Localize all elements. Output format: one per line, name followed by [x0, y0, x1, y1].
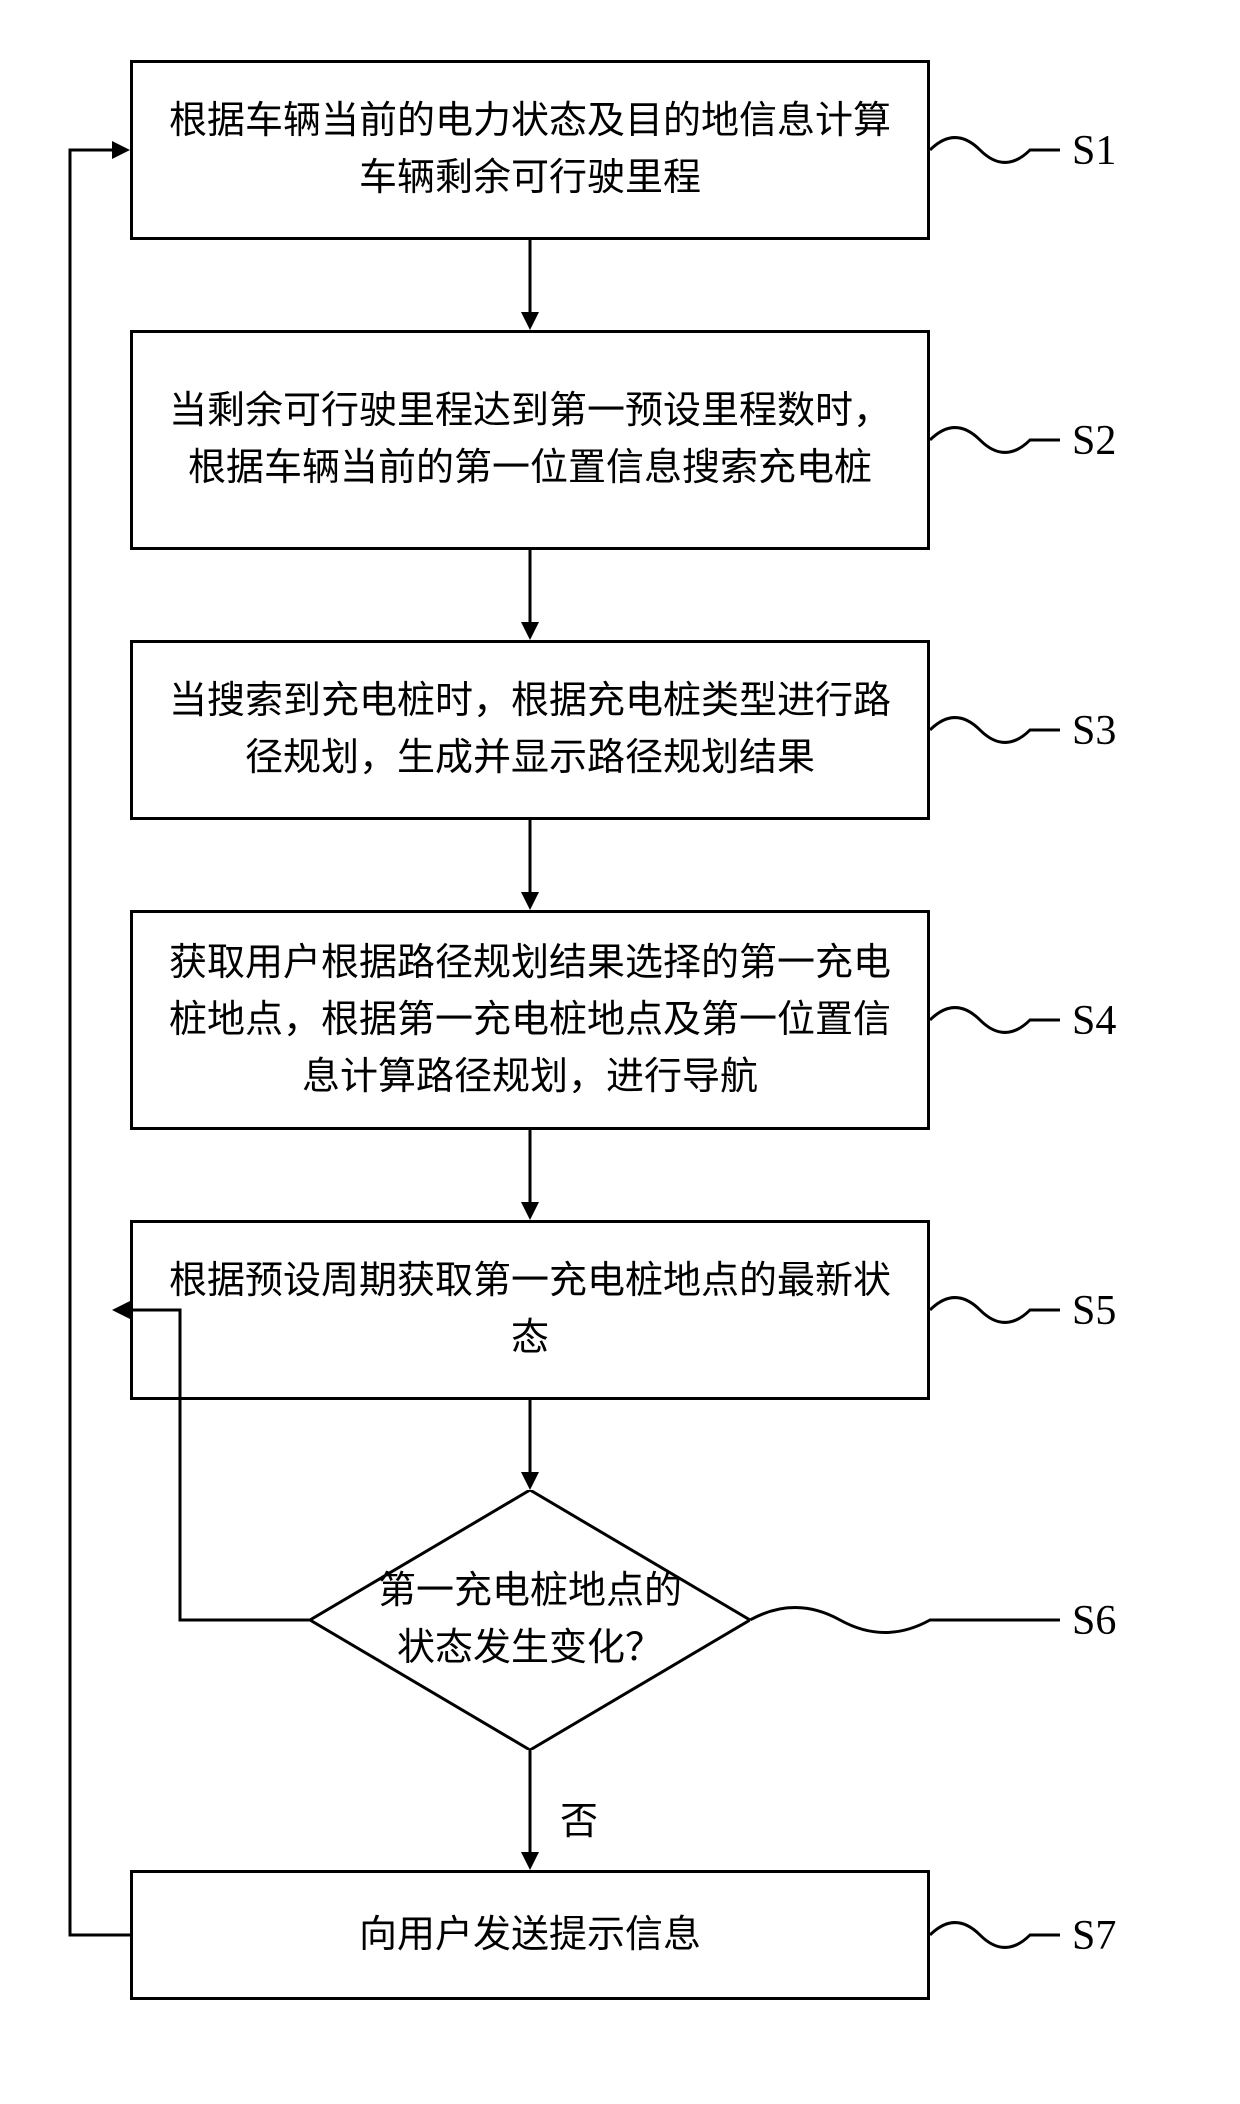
node-s3-text: 当搜索到充电桩时，根据充电桩类型进行路径规划，生成并显示路径规划结果 — [163, 673, 897, 787]
label-s6: S6 — [1072, 1600, 1116, 1642]
node-s4: 获取用户根据路径规划结果选择的第一充电桩地点，根据第一充电桩地点及第一位置信息计… — [130, 910, 930, 1130]
node-s1: 根据车辆当前的电力状态及目的地信息计算车辆剩余可行驶里程 — [130, 60, 930, 240]
squiggle-s3 — [930, 700, 1060, 760]
squiggle-s7 — [930, 1905, 1060, 1965]
label-s3: S3 — [1072, 710, 1116, 752]
arrow-s5-s6 — [515, 1400, 545, 1490]
label-s2: S2 — [1072, 420, 1116, 462]
arrow-s2-s3 — [515, 550, 545, 640]
node-s6-text: 第一充电桩地点的状态发生变化？ — [370, 1563, 690, 1677]
arrow-s7-s1 — [52, 132, 142, 1952]
label-s4: S4 — [1072, 1000, 1116, 1042]
squiggle-s2 — [930, 410, 1060, 470]
node-s7: 向用户发送提示信息 — [130, 1870, 930, 2000]
arrow-s1-s2 — [515, 240, 545, 330]
label-s5: S5 — [1072, 1290, 1116, 1332]
arrow-s3-s4 — [515, 820, 545, 910]
node-s6: 第一充电桩地点的状态发生变化？ — [310, 1490, 750, 1750]
squiggle-s5 — [930, 1280, 1060, 1340]
node-s1-text: 根据车辆当前的电力状态及目的地信息计算车辆剩余可行驶里程 — [163, 93, 897, 207]
node-s4-text: 获取用户根据路径规划结果选择的第一充电桩地点，根据第一充电桩地点及第一位置信息计… — [163, 935, 897, 1106]
node-s3: 当搜索到充电桩时，根据充电桩类型进行路径规划，生成并显示路径规划结果 — [130, 640, 930, 820]
arrow-s4-s5 — [515, 1130, 545, 1220]
arrow-s6-s5-no — [112, 1292, 322, 1638]
node-s2: 当剩余可行驶里程达到第一预设里程数时，根据车辆当前的第一位置信息搜索充电桩 — [130, 330, 930, 550]
node-s7-text: 向用户发送提示信息 — [359, 1907, 701, 1964]
edge-label-yes: 否 — [560, 1790, 598, 1845]
label-s1: S1 — [1072, 130, 1116, 172]
squiggle-s1 — [930, 120, 1060, 180]
squiggle-s6 — [750, 1590, 1060, 1650]
squiggle-s4 — [930, 990, 1060, 1050]
arrow-s6-s7 — [515, 1750, 545, 1870]
label-s7: S7 — [1072, 1915, 1116, 1957]
node-s2-text: 当剩余可行驶里程达到第一预设里程数时，根据车辆当前的第一位置信息搜索充电桩 — [163, 383, 897, 497]
